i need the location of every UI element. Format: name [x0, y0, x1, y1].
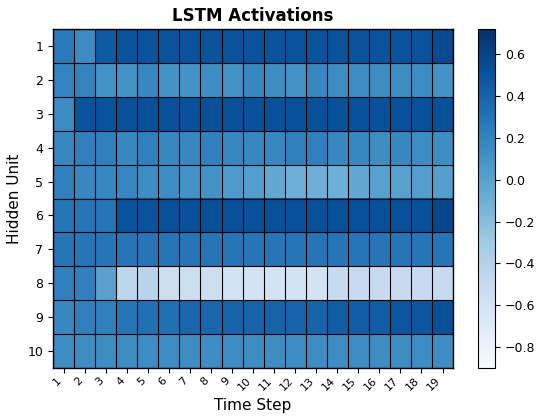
X-axis label: Time Step: Time Step — [214, 398, 292, 413]
Y-axis label: Hidden Unit: Hidden Unit — [7, 153, 22, 244]
Title: LSTM Activations: LSTM Activations — [172, 7, 334, 25]
